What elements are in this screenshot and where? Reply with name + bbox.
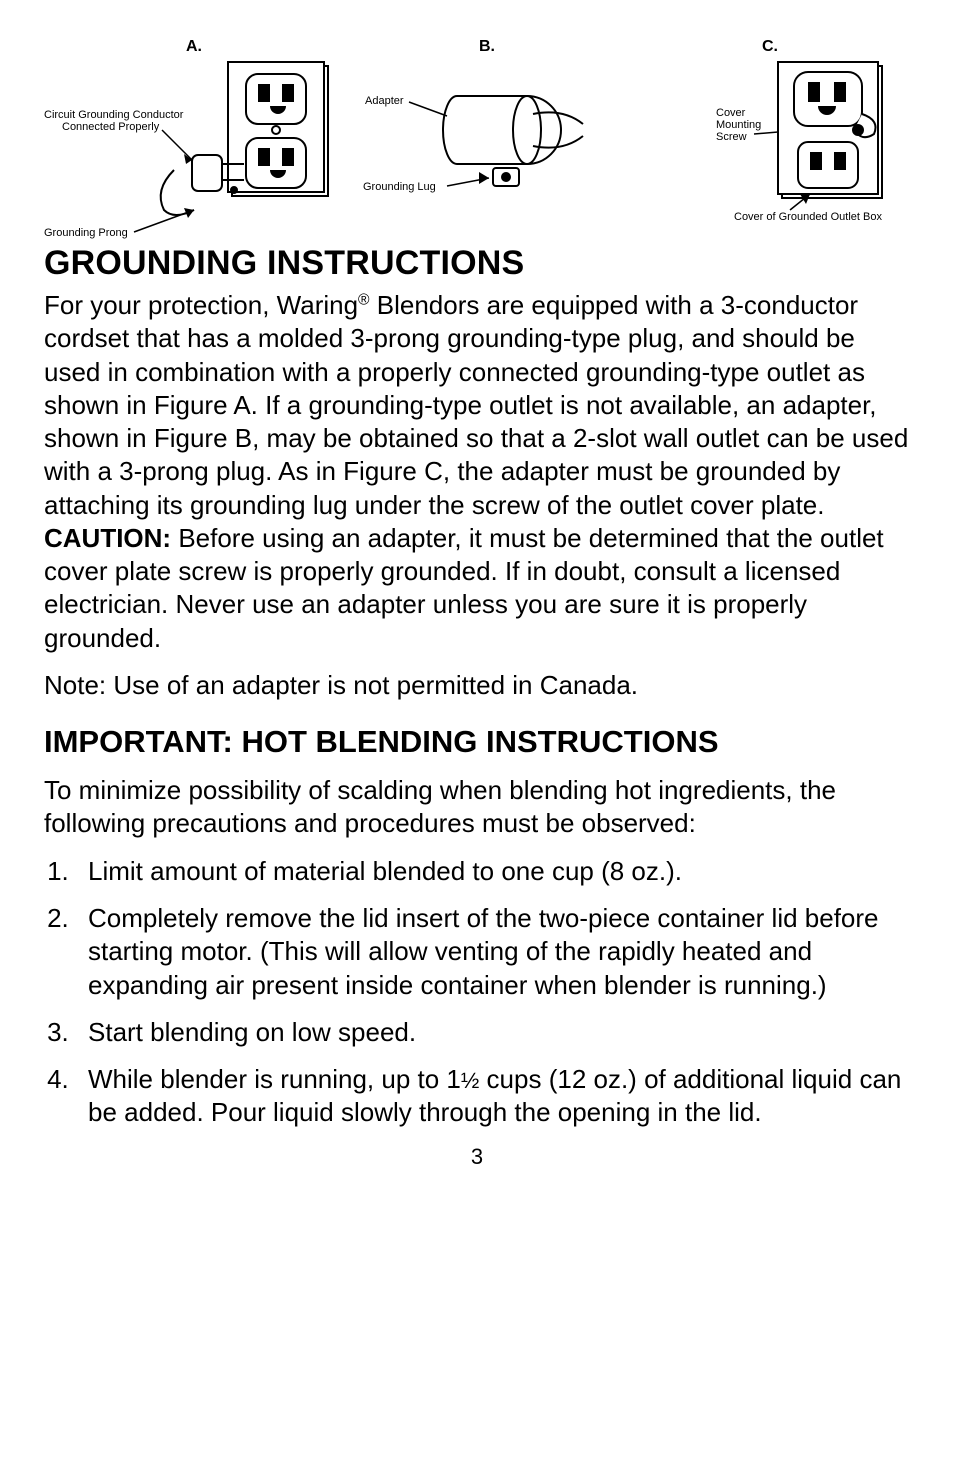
step-4: While blender is running, up to 1½ cups … — [76, 1063, 910, 1130]
svg-text:Circuit Grounding Conductor: Circuit Grounding Conductor — [44, 109, 184, 121]
diagram-c: C. Cover Mounting Screw Cov — [630, 38, 910, 240]
diagram-b: B. Adapter Grounding Lug — [357, 38, 617, 240]
svg-text:Screw: Screw — [716, 131, 747, 143]
step-4-pre: While blender is running, up to 1 — [88, 1064, 461, 1094]
page-number: 3 — [44, 1144, 910, 1170]
hot-blending-steps: Limit amount of material blended to one … — [44, 855, 910, 1130]
diagram-c-svg: Cover Mounting Screw Cover of Grounded O… — [630, 60, 910, 240]
diagram-c-label: C. — [762, 38, 778, 56]
svg-text:Mounting: Mounting — [716, 119, 761, 131]
diagram-b-label: B. — [479, 38, 495, 56]
grounding-body: For your protection, Waring® Blendors ar… — [44, 289, 910, 655]
step-2: Completely remove the lid insert of the … — [76, 902, 910, 1002]
svg-text:Grounding Lug: Grounding Lug — [363, 181, 436, 193]
diagram-a-label: A. — [186, 38, 202, 56]
adapter-note: Note: Use of an adapter is not permitted… — [44, 669, 910, 702]
step-1: Limit amount of material blended to one … — [76, 855, 910, 888]
caution-label: CAUTION: — [44, 523, 171, 553]
step-3: Start blending on low speed. — [76, 1016, 910, 1049]
body-pre: For your protection, Waring — [44, 290, 358, 320]
svg-text:Cover of Grounded Outlet Box: Cover of Grounded Outlet Box — [734, 211, 882, 223]
svg-text:Grounding Prong: Grounding Prong — [44, 227, 128, 239]
svg-text:Adapter: Adapter — [365, 95, 404, 107]
body-post: Blendors are equipped with a 3-conductor… — [44, 290, 908, 520]
svg-text:Cover: Cover — [716, 107, 746, 119]
grounding-diagram: A. Circuit — [44, 38, 910, 240]
diagram-b-svg: Adapter Grounding Lug — [357, 60, 617, 240]
diagram-a: A. Circuit — [44, 38, 344, 240]
hot-blending-intro: To minimize possibility of scalding when… — [44, 774, 910, 841]
hot-blending-title: IMPORTANT: HOT BLENDING INSTRUCTIONS — [44, 724, 910, 760]
svg-text:Connected Properly: Connected Properly — [62, 121, 160, 133]
grounding-title: GROUNDING INSTRUCTIONS — [44, 244, 910, 283]
registered-mark: ® — [358, 291, 370, 308]
step-4-frac: ½ — [461, 1068, 479, 1093]
diagram-a-svg: Circuit Grounding Conductor Connected Pr… — [44, 60, 344, 240]
